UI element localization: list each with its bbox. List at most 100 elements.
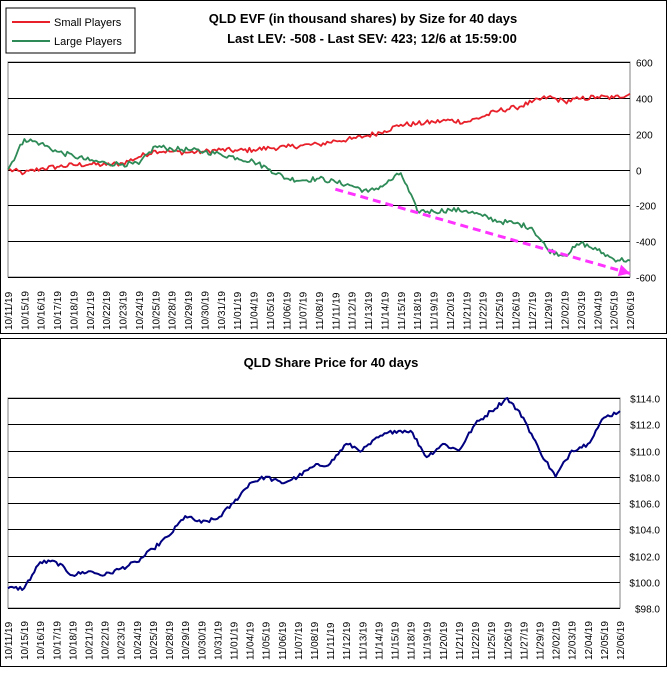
price-x-tick-label: 11/12/19 <box>342 621 353 660</box>
evf-legend: Small Players Large Players <box>5 7 136 54</box>
price-x-tick-label: 10/16/19 <box>36 621 47 660</box>
price-x-tick-label: 10/23/19 <box>117 621 128 660</box>
evf-x-tick-label: 11/29/19 <box>544 291 555 330</box>
evf-x-tick-label: 12/04/19 <box>593 291 604 330</box>
price-x-tick-label: 10/11/19 <box>4 621 15 660</box>
price-x-tick-label: 11/15/19 <box>391 621 402 660</box>
evf-x-tick-label: 11/26/19 <box>511 291 522 330</box>
evf-x-tick-label: 11/08/19 <box>315 291 326 330</box>
price-x-tick-label: 10/28/19 <box>165 621 176 660</box>
evf-x-tick-label: 11/13/19 <box>364 291 375 330</box>
evf-y-tick-label: 0 <box>636 167 642 178</box>
price-x-tick-label: 11/01/19 <box>229 621 240 660</box>
evf-chart-title: QLD EVF (in thousand shares) by Size for… <box>209 11 517 26</box>
price-x-tick-label: 10/15/19 <box>20 621 31 660</box>
evf-x-tick-label: 11/21/19 <box>462 291 473 330</box>
legend-label-small-players: Small Players <box>54 17 122 29</box>
price-x-tick-label: 12/04/19 <box>584 621 595 660</box>
evf-x-tick-label: 10/17/19 <box>53 291 64 330</box>
price-y-tick-label: $114.0 <box>630 395 660 406</box>
price-y-tick-label: $104.0 <box>629 526 660 537</box>
evf-y-tick-label: -200 <box>636 202 656 213</box>
evf-x-tick-label: 11/07/19 <box>299 291 310 330</box>
price-x-tick-label: 10/25/19 <box>149 621 160 660</box>
price-x-tick-label: 11/13/19 <box>358 621 369 660</box>
evf-x-tick-label: 12/05/19 <box>610 291 621 330</box>
price-y-tick-label: $102.0 <box>629 553 660 564</box>
price-x-tick-label: 11/27/19 <box>519 621 530 660</box>
evf-y-tick-label: 200 <box>636 131 653 142</box>
evf-x-tick-label: 10/15/19 <box>20 291 31 330</box>
evf-x-tick-label: 12/06/19 <box>626 291 637 330</box>
price-y-tick-label: $108.0 <box>629 474 660 485</box>
evf-x-tick-label: 10/25/19 <box>151 291 162 330</box>
price-series <box>7 397 621 591</box>
price-x-tick-label: 10/18/19 <box>68 621 79 660</box>
price-series-line-share-price <box>7 397 621 591</box>
price-x-tick-label: 11/20/19 <box>439 621 450 660</box>
evf-x-tick-label: 11/18/19 <box>413 291 424 330</box>
price-x-tick-label: 10/22/19 <box>101 621 112 660</box>
price-x-tick-label: 11/04/19 <box>246 621 257 660</box>
price-y-tick-label: $98.0 <box>635 605 660 616</box>
evf-y-tick-label: 400 <box>636 95 653 106</box>
price-x-tick-label: 11/14/19 <box>374 621 385 660</box>
evf-x-tick-label: 10/31/19 <box>217 291 228 330</box>
evf-x-tick-label: 11/19/19 <box>430 291 441 330</box>
evf-y-tick-label: 600 <box>636 59 653 70</box>
price-x-tick-label: 12/02/19 <box>552 621 563 660</box>
price-x-tick-label: 10/30/19 <box>197 621 208 660</box>
price-x-tick-label: 11/18/19 <box>407 621 418 660</box>
price-x-tick-label: 10/17/19 <box>52 621 63 660</box>
price-x-tick-label: 11/08/19 <box>310 621 321 660</box>
price-chart-title: QLD Share Price for 40 days <box>244 355 419 370</box>
evf-y-tick-label: -600 <box>636 274 656 285</box>
evf-x-tick-label: 12/02/19 <box>561 291 572 330</box>
evf-chart-subtitle: Last LEV: -508 - Last SEV: 423; 12/6 at … <box>227 31 517 46</box>
price-y-tick-label: $110.0 <box>630 448 660 459</box>
legend-label-large-players: Large Players <box>54 36 122 48</box>
evf-x-tick-label: 10/22/19 <box>102 291 113 330</box>
evf-x-tick-label: 11/11/19 <box>331 292 342 330</box>
price-x-tick-label: 11/19/19 <box>423 621 434 660</box>
trend-arrow-head <box>617 264 630 277</box>
price-x-tick-label: 10/31/19 <box>213 621 224 660</box>
price-y-axis: $114.0 $112.0 $110.0 $108.0 $106.0 $104.0 $102… <box>629 395 660 616</box>
price-x-tick-label: 11/25/19 <box>487 621 498 660</box>
evf-x-tick-label: 11/14/19 <box>380 291 391 330</box>
evf-x-tick-label: 10/24/19 <box>135 291 146 330</box>
evf-x-tick-label: 10/11/19 <box>4 291 15 330</box>
price-y-tick-label: $100.0 <box>629 579 660 590</box>
evf-x-tick-label: 11/04/19 <box>250 291 261 330</box>
evf-x-tick-label: 10/16/19 <box>37 291 48 330</box>
evf-x-tick-label: 10/18/19 <box>69 291 80 330</box>
price-x-tick-label: 11/06/19 <box>278 621 289 660</box>
price-x-tick-label: 11/11/19 <box>326 622 337 660</box>
legend-box <box>5 7 136 54</box>
evf-x-tick-label: 10/21/19 <box>86 291 97 330</box>
price-x-tick-label: 11/07/19 <box>294 621 305 660</box>
price-y-tick-label: $106.0 <box>629 500 660 511</box>
evf-x-tick-label: 11/15/19 <box>397 291 408 330</box>
price-y-tick-label: $112.0 <box>630 421 660 432</box>
evf-x-tick-label: 11/01/19 <box>233 291 244 330</box>
price-x-tick-label: 11/22/19 <box>471 621 482 660</box>
evf-x-tick-label: 11/25/19 <box>495 291 506 330</box>
evf-x-tick-label: 11/20/19 <box>446 291 457 330</box>
evf-x-tick-label: 11/22/19 <box>479 291 490 330</box>
evf-annotations <box>334 187 631 277</box>
evf-gridlines <box>8 62 630 278</box>
evf-x-tick-label: 10/29/19 <box>184 291 195 330</box>
price-x-tick-label: 12/06/19 <box>616 621 627 660</box>
price-chart-panel <box>0 338 667 667</box>
evf-x-tick-label: 10/28/19 <box>168 291 179 330</box>
price-x-tick-label: 12/05/19 <box>600 621 611 660</box>
evf-x-tick-label: 10/30/19 <box>200 291 211 330</box>
evf-x-tick-label: 12/03/19 <box>577 291 588 330</box>
price-x-tick-label: 10/21/19 <box>85 621 96 660</box>
price-x-tick-label: 11/29/19 <box>535 621 546 660</box>
price-x-tick-label: 12/03/19 <box>568 621 579 660</box>
evf-x-tick-label: 10/23/19 <box>119 291 130 330</box>
